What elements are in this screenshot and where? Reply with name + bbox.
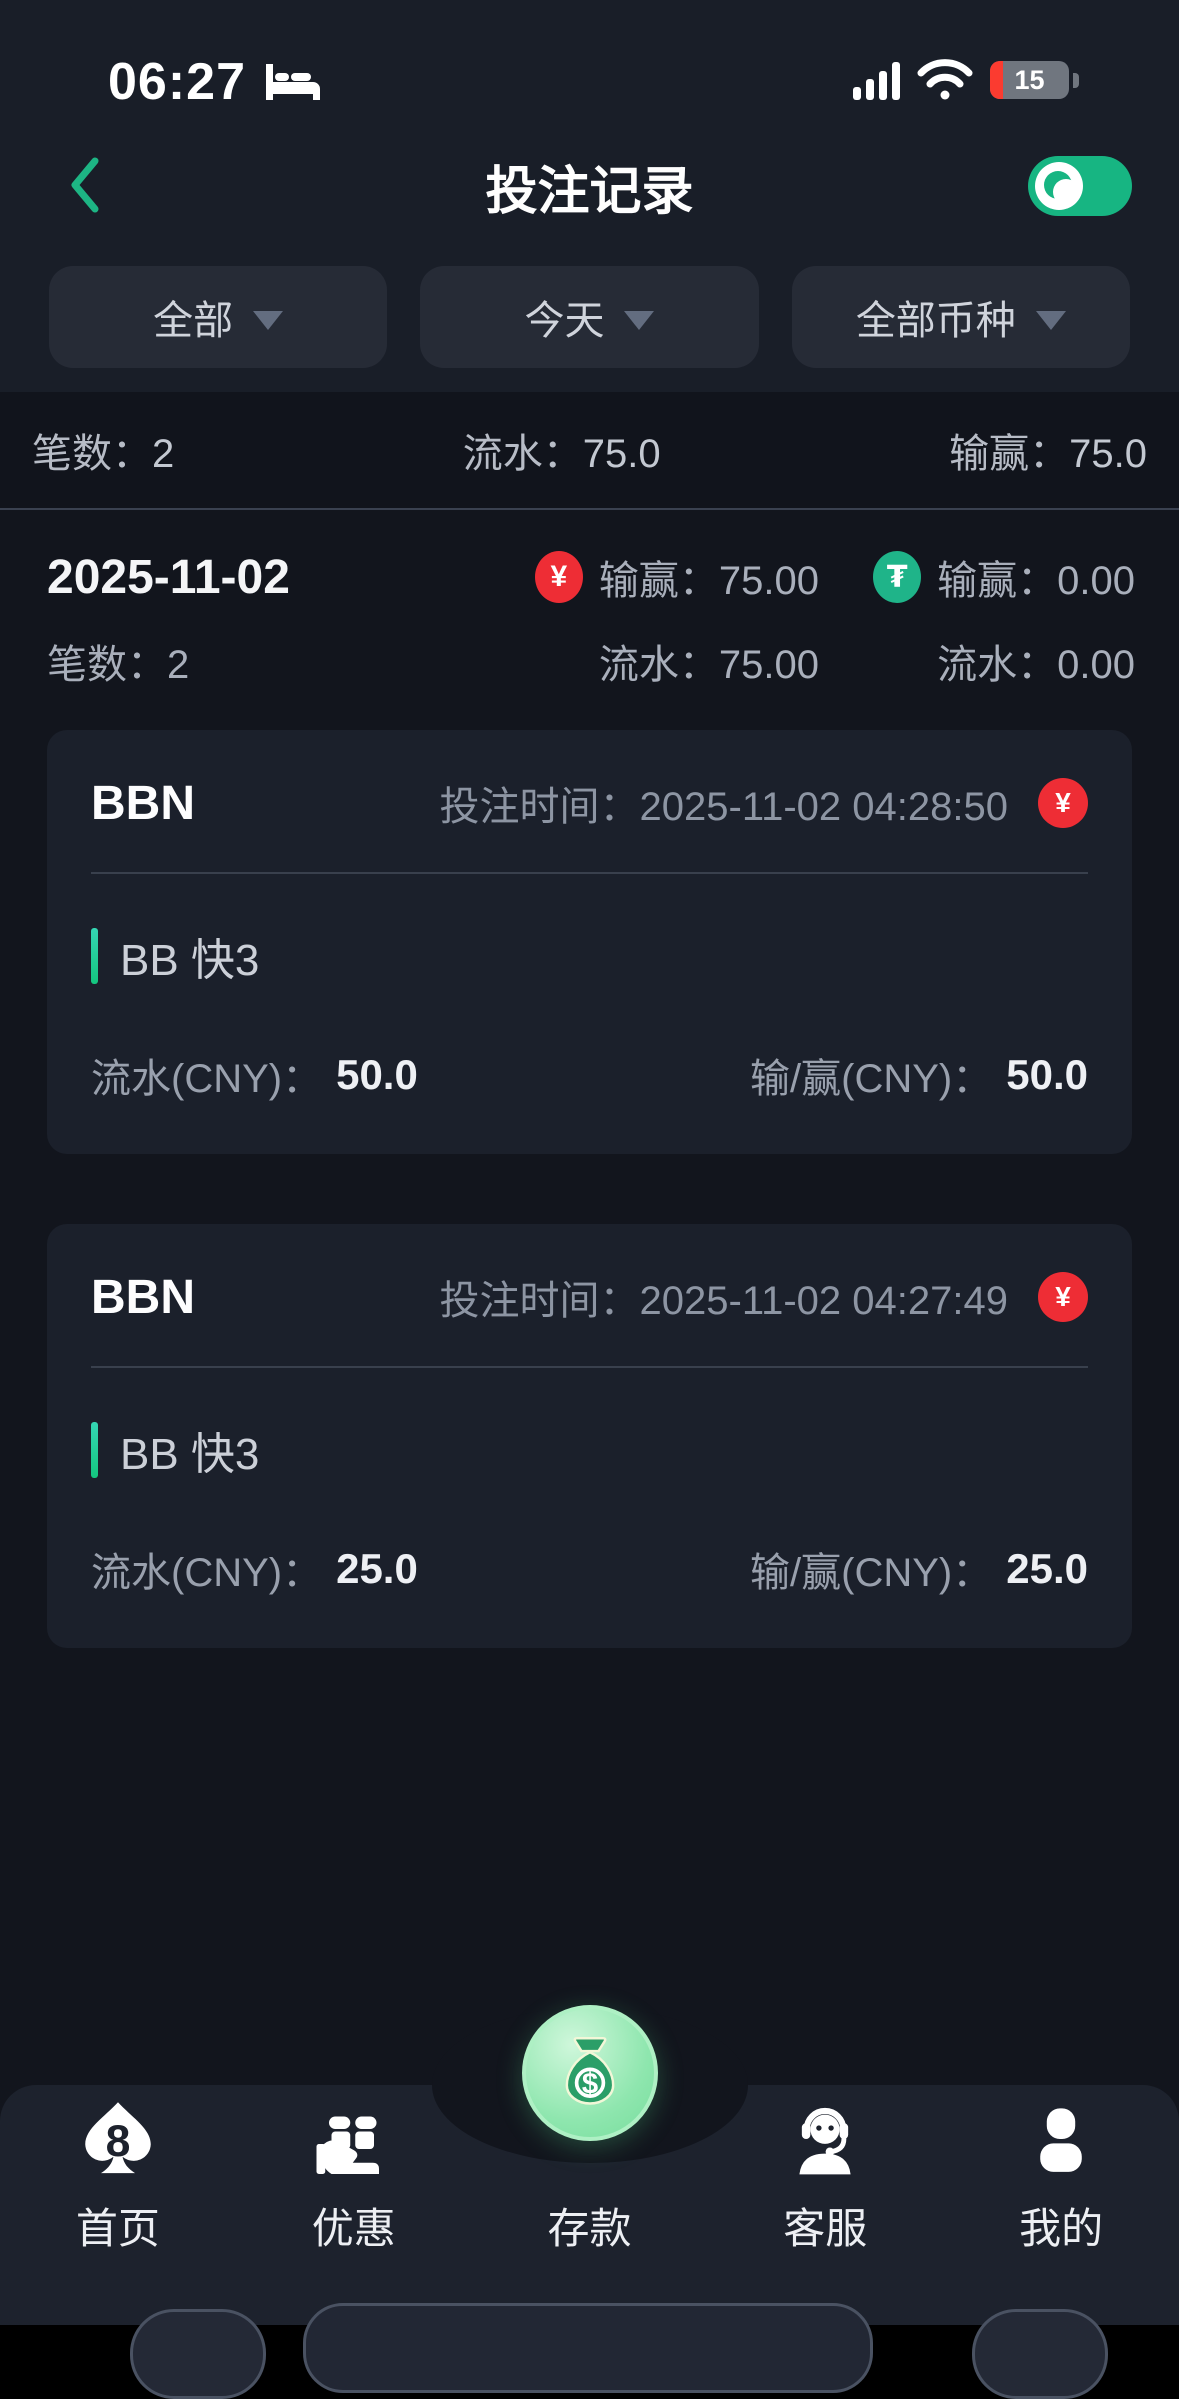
clock-text: 06:27	[108, 53, 246, 111]
summary-winloss: 输赢：75.0	[949, 432, 1147, 476]
usdt-winloss-cluster: ₮ 输赢：0.00	[873, 548, 1135, 606]
peek-button-right[interactable]	[972, 2309, 1108, 2399]
peek-button-left[interactable]	[130, 2309, 266, 2399]
nav-item-home[interactable]: 8 首页	[0, 2085, 236, 2256]
usdt-coin-icon: ₮	[873, 551, 922, 603]
spade-logo-icon: 8	[75, 2099, 161, 2177]
cny-coin-icon: ¥	[534, 551, 583, 603]
provider-name: BBN	[91, 1270, 195, 1324]
filter-venue-label: 全部	[153, 299, 234, 343]
cny-coin-icon: ¥	[1038, 778, 1088, 828]
bet-time: 投注时间：2025-11-02 04:28:50	[439, 785, 1008, 829]
nav-label: 客服	[783, 2205, 868, 2252]
bet-time: 投注时间：2025-11-02 04:27:49	[439, 1279, 1008, 1323]
date-group-header: 2025-11-02 ¥ 输赢：75.00 ₮ 输赢：0.00 笔数：2 流水：…	[0, 510, 1179, 690]
summary-turnover: 流水：75.0	[462, 432, 661, 476]
accent-bar	[91, 928, 98, 984]
filter-currency-label: 全部币种	[855, 299, 1016, 343]
bedtime-icon	[264, 62, 322, 102]
nav-item-support[interactable]: 客服	[707, 2085, 943, 2256]
winloss-amount: 输/赢(CNY)： 25.0	[750, 1545, 1088, 1595]
usdt-turnover: 流水：0.00	[937, 643, 1135, 687]
theme-toggle[interactable]	[1028, 156, 1132, 216]
page-title: 投注记录	[485, 162, 694, 221]
group-date: 2025-11-02	[47, 550, 290, 604]
caret-down-icon	[1035, 310, 1066, 330]
caret-down-icon	[624, 310, 655, 330]
nav-item-profile[interactable]: 我的	[943, 2085, 1179, 2256]
provider-name: BBN	[91, 776, 195, 830]
bet-record-card[interactable]: BBN 投注时间：2025-11-02 04:27:49 ¥ BB 快3 流水(…	[47, 1224, 1132, 1648]
turnover-amount: 流水(CNY)： 25.0	[91, 1545, 418, 1595]
chevron-left-icon	[71, 157, 99, 213]
nav-label: 首页	[75, 2205, 160, 2252]
nav-item-deposit[interactable]: 存款	[472, 2085, 708, 2256]
toggle-knob	[1035, 162, 1083, 210]
divider	[91, 1366, 1088, 1368]
filter-venue-dropdown[interactable]: 全部	[49, 266, 388, 368]
svg-text:8: 8	[106, 2117, 131, 2166]
top-section: 06:27 15	[0, 0, 1179, 392]
turnover-amount: 流水(CNY)： 50.0	[91, 1051, 418, 1101]
nav-item-promo[interactable]: 优惠	[236, 2085, 472, 2256]
filter-currency-dropdown[interactable]: 全部币种	[791, 266, 1130, 368]
person-icon	[1026, 2099, 1096, 2177]
nav-label: 存款	[547, 2205, 632, 2252]
filter-date-dropdown[interactable]: 今天	[420, 266, 759, 368]
moon-icon	[1044, 171, 1077, 204]
nav-label: 我的	[1019, 2205, 1104, 2252]
bottom-nav-bar: $ 8 首页 优惠	[0, 2005, 1179, 2325]
filter-date-label: 今天	[524, 299, 605, 343]
wifi-icon	[916, 58, 974, 102]
accent-bar	[91, 1422, 98, 1478]
headset-agent-icon	[786, 2099, 864, 2177]
peek-panel-center[interactable]	[303, 2303, 873, 2393]
status-bar: 06:27 15	[0, 0, 1179, 128]
group-count: 笔数：2	[47, 643, 190, 687]
battery-cap	[1073, 72, 1079, 88]
cny-coin-icon: ¥	[1038, 1272, 1088, 1322]
game-name: BB 快3	[120, 936, 260, 985]
totals-summary-bar: 笔数：2 流水：75.0 输赢：75.0	[0, 392, 1179, 510]
deposit-button[interactable]: $	[521, 2005, 658, 2141]
divider	[91, 872, 1088, 874]
filter-row: 全部 今天 全部币种	[49, 266, 1130, 368]
cny-winloss-cluster: ¥ 输赢：75.00	[534, 548, 819, 606]
battery-icon: 15	[990, 61, 1069, 99]
gift-in-hand-icon	[314, 2099, 394, 2177]
money-bag-icon: $	[565, 2037, 614, 2105]
bet-record-card[interactable]: BBN 投注时间：2025-11-02 04:28:50 ¥ BB 快3 流水(…	[47, 730, 1132, 1154]
back-button[interactable]	[50, 140, 120, 230]
nav-label: 优惠	[311, 2205, 396, 2252]
winloss-amount: 输/赢(CNY)： 50.0	[750, 1051, 1088, 1101]
page-header: 投注记录	[0, 128, 1179, 244]
cny-turnover: 流水：75.00	[598, 643, 819, 687]
game-name: BB 快3	[120, 1430, 260, 1479]
cellular-signal-icon	[853, 60, 900, 100]
battery-percent: 15	[1014, 64, 1045, 95]
summary-count: 笔数：2	[32, 432, 175, 476]
caret-down-icon	[253, 310, 284, 330]
svg-text:$: $	[581, 2069, 597, 2101]
